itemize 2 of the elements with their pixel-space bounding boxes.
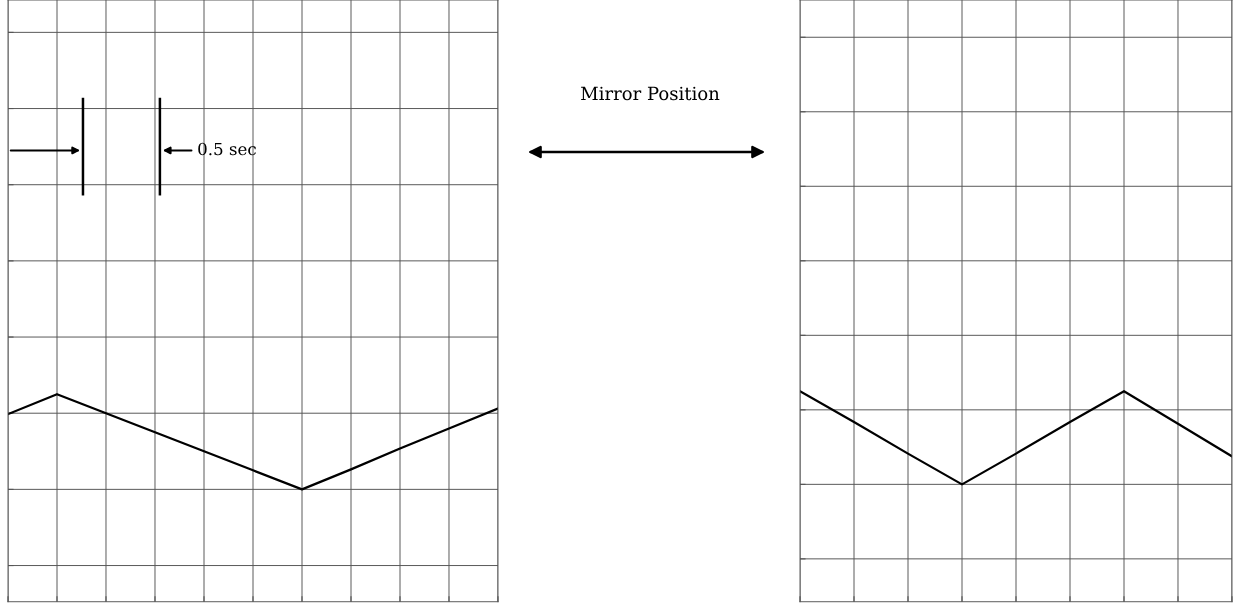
- text: 0.5 sec: [198, 142, 256, 156]
- text: Mirror Position: [581, 86, 720, 101]
